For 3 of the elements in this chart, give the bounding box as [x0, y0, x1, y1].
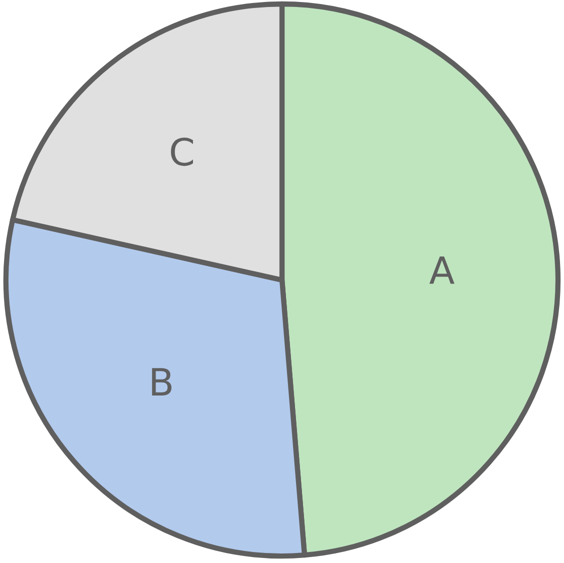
slice-label: A	[429, 256, 454, 284]
slice-label: B	[152, 368, 172, 396]
slice-label: C	[170, 138, 193, 166]
